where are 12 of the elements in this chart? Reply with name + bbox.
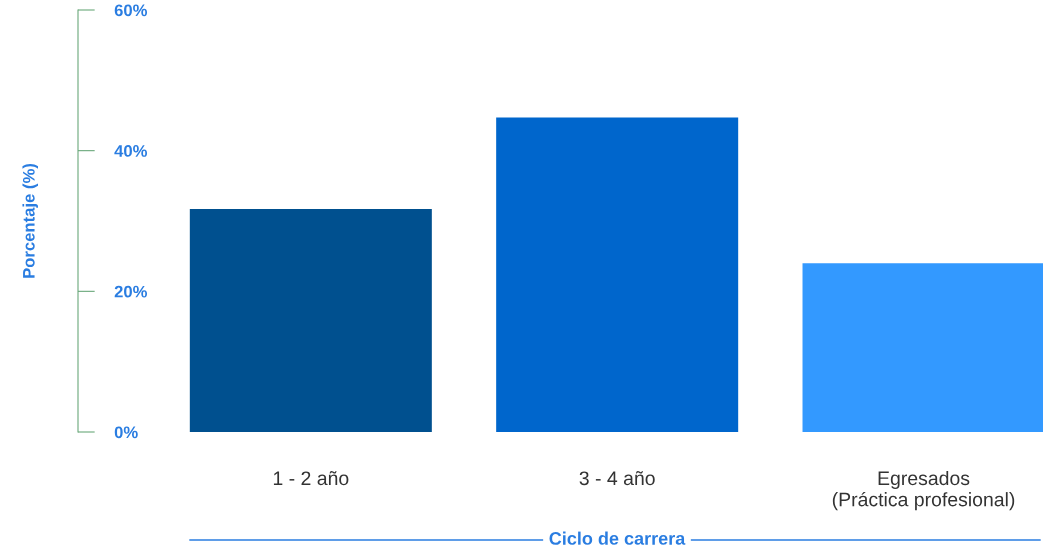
y-tick-label: 0% <box>114 426 138 439</box>
bar <box>802 263 1043 432</box>
x-tick-label: Egresados (Práctica profesional) <box>832 470 1015 511</box>
bar <box>496 117 739 432</box>
x-axis-title: Ciclo de carrera <box>549 531 686 545</box>
x-tick-label: 1 - 2 año <box>273 471 349 486</box>
y-axis-title: Porcentaje (%) <box>22 163 38 278</box>
y-tick-label: 60% <box>114 4 148 17</box>
y-tick-label: 20% <box>114 285 148 298</box>
y-tick-label: 40% <box>114 145 148 157</box>
x-tick-label: 3 - 4 año <box>579 471 655 486</box>
bar <box>189 209 432 432</box>
